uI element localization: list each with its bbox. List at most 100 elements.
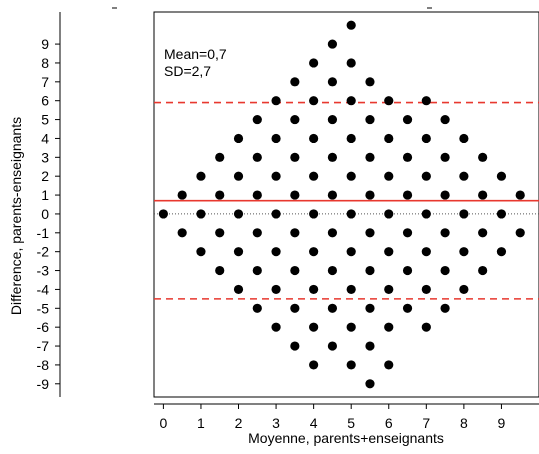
data-point (402, 190, 413, 200)
data-point (309, 209, 319, 219)
data-point (346, 247, 356, 257)
data-point (402, 265, 413, 276)
data-point (290, 77, 300, 87)
data-point (421, 209, 431, 219)
data-point (233, 284, 244, 295)
y-tick-label: 6 (41, 93, 49, 109)
y-tick-label: -4 (37, 281, 50, 297)
data-point (327, 114, 338, 125)
data-point (196, 171, 206, 181)
x-ticks-group: 0 1 2 3 4 5 6 7 8 9 (159, 404, 506, 431)
data-point (290, 152, 300, 162)
data-point (346, 209, 356, 219)
data-point (365, 303, 375, 313)
data-point (478, 152, 488, 162)
y-tick-label: 1 (41, 187, 49, 203)
data-point (290, 341, 300, 351)
y-tick-label: 9 (41, 36, 49, 52)
y-tick-label: -3 (37, 263, 50, 279)
data-point (384, 247, 394, 257)
data-point (215, 190, 225, 200)
data-point (365, 152, 375, 162)
data-point (290, 190, 300, 200)
x-tick-label: 8 (460, 415, 468, 431)
data-point (309, 322, 319, 332)
data-point (384, 360, 394, 370)
y-tick-label: 4 (41, 130, 49, 146)
data-point (252, 303, 262, 313)
annotation-mean: Mean=0,7 (164, 46, 227, 62)
data-point (384, 209, 394, 219)
annotation-sd: SD=2,7 (164, 63, 211, 79)
data-point (365, 77, 375, 87)
y-tick-label: -6 (37, 319, 50, 335)
data-point (421, 322, 431, 332)
data-point (290, 114, 300, 125)
data-point (440, 190, 450, 200)
data-point (496, 171, 507, 181)
x-tick-label: 0 (159, 415, 167, 431)
x-tick-label: 6 (385, 415, 393, 431)
data-point (421, 133, 431, 144)
data-point (215, 152, 225, 162)
data-point (309, 284, 319, 295)
x-tick-label: 9 (498, 415, 506, 431)
data-point (365, 379, 375, 389)
data-point (271, 96, 281, 106)
y-tick-label: -7 (37, 338, 50, 354)
y-axis-label: Difference, parents-enseignants (8, 117, 24, 315)
labels-group: Mean=0,7 SD=2,7 Moyenne, parents+enseign… (8, 46, 444, 446)
data-point (233, 171, 244, 181)
data-point (346, 284, 356, 295)
data-point (290, 303, 300, 313)
data-point (309, 133, 319, 144)
data-point (271, 133, 281, 144)
x-axis-label: Moyenne, parents+enseignants (248, 430, 444, 446)
data-point (327, 152, 338, 162)
y-tick-label: -5 (37, 300, 50, 316)
data-point (496, 209, 507, 219)
y-tick-label: 2 (41, 168, 49, 184)
data-point (327, 341, 338, 351)
data-point (440, 303, 450, 313)
data-point (271, 209, 281, 219)
data-point (365, 228, 375, 238)
data-point (402, 228, 413, 238)
data-point (290, 228, 300, 238)
y-tick-label: 0 (41, 206, 49, 222)
data-point (365, 265, 375, 276)
data-point (290, 265, 300, 276)
data-point (327, 265, 338, 276)
data-point (346, 96, 356, 106)
x-tick-label: 3 (272, 415, 280, 431)
x-tick-label: 7 (422, 415, 430, 431)
y-tick-label: 8 (41, 55, 49, 71)
data-point (421, 96, 431, 106)
points-group (158, 20, 525, 389)
data-point (346, 133, 356, 144)
data-point (346, 20, 356, 30)
data-point (459, 247, 469, 257)
data-point (515, 190, 525, 200)
data-point (271, 247, 281, 257)
data-point (327, 228, 338, 238)
data-point (252, 114, 262, 125)
y-tick-label: 5 (41, 112, 49, 128)
data-point (196, 209, 206, 219)
data-point (365, 341, 375, 351)
data-point (233, 133, 244, 144)
data-point (346, 171, 356, 181)
data-point (421, 171, 431, 181)
x-tick-label: 2 (235, 415, 243, 431)
data-point (196, 247, 206, 257)
data-point (459, 133, 469, 144)
data-point (459, 209, 469, 219)
data-point (215, 265, 225, 276)
x-tick-label: 4 (310, 415, 318, 431)
data-point (402, 114, 413, 125)
data-point (421, 247, 431, 257)
data-point (327, 303, 338, 313)
data-point (421, 284, 431, 295)
data-point (478, 190, 488, 200)
